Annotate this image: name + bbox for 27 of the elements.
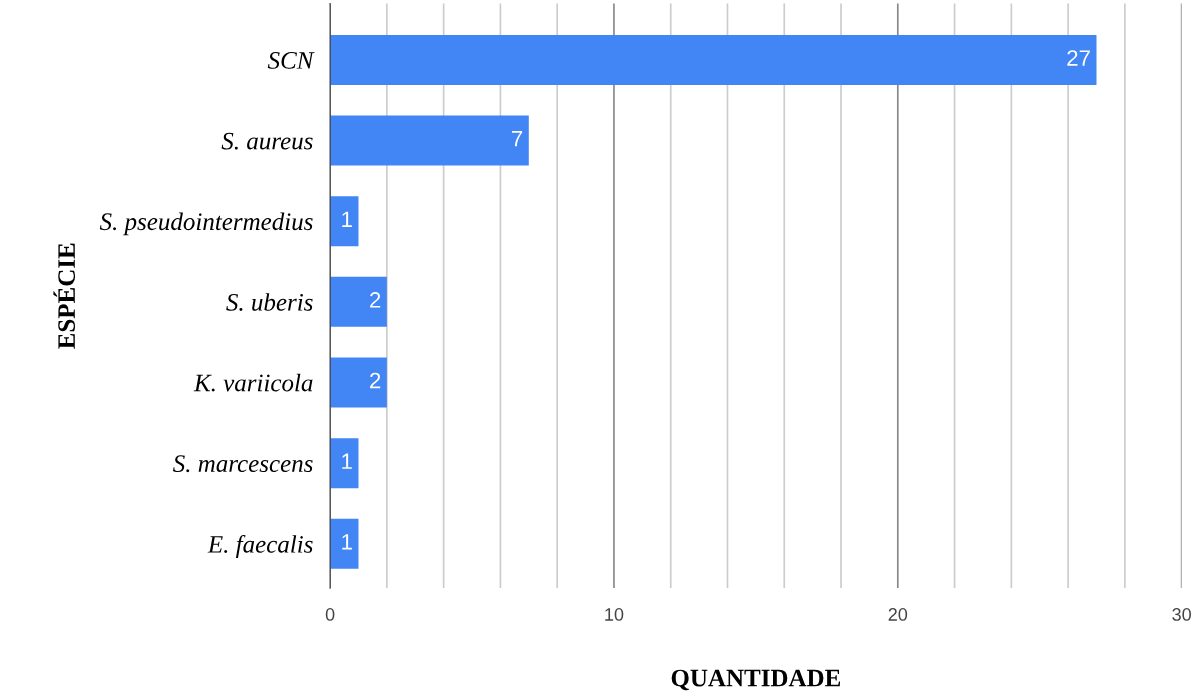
y-tick-label: S. pseudointermedius [99,212,313,236]
data-label: 1 [342,211,352,227]
bar [330,276,387,327]
bar [330,518,359,569]
data-label: 7 [512,131,523,147]
data-label: 1 [342,453,352,469]
bar [330,438,359,489]
y-tick-label: SCN [267,52,315,69]
x-tick-label: 0 [325,608,335,621]
bar [330,115,529,166]
y-tick-label: S. aureus [221,132,313,150]
x-tick-label: 10 [605,608,624,621]
bar [330,34,1097,85]
y-axis-title: ESPÉCIE [53,243,76,349]
y-tick-label: K. variicola [193,373,313,392]
data-label: 1 [342,534,352,550]
data-label: 2 [370,372,381,389]
x-axis-title: QUANTIDADE [671,669,841,691]
y-tick-label: S. marcescens [173,455,313,473]
bar [330,196,359,247]
bar [330,357,387,408]
x-tick-label: 20 [888,608,908,621]
x-tick-label: 30 [1172,608,1191,621]
y-tick-label: E. faecalis [207,534,313,558]
data-label: 2 [370,292,381,308]
data-label: 27 [1067,50,1090,66]
y-tick-label: S. uberis [226,293,313,311]
